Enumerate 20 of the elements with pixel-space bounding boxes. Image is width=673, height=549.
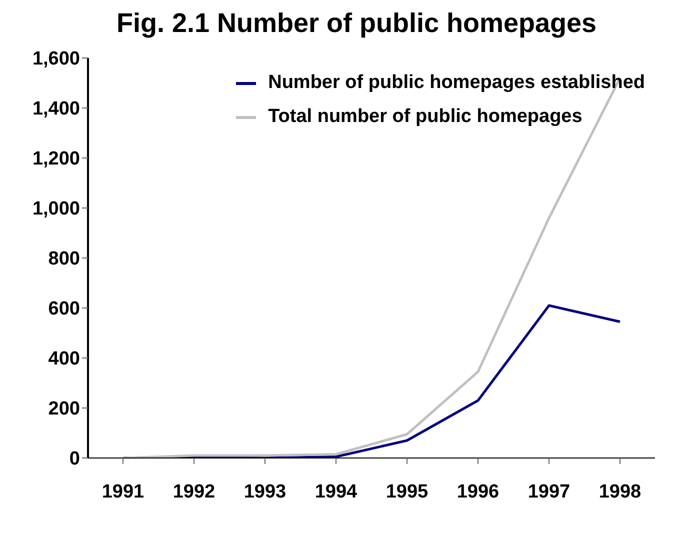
y-tick-label: 400 xyxy=(48,348,80,370)
x-tick-label: 1998 xyxy=(598,481,642,502)
legend-label: Total number of public homepages xyxy=(268,105,582,129)
legend-label: Number of public homepages established xyxy=(268,71,645,95)
y-tick-label: 200 xyxy=(48,398,80,420)
x-tick-label: 1995 xyxy=(386,481,429,502)
y-tick-label: 800 xyxy=(48,248,80,270)
y-tick-label: 600 xyxy=(48,298,80,320)
chart-title: Fig. 2.1 Number of public homepages xyxy=(115,8,598,40)
x-tick-label: 1996 xyxy=(456,481,500,502)
y-tick-label: 1,200 xyxy=(32,148,80,170)
y-tick-label: 1,000 xyxy=(32,198,80,220)
x-tick-label: 1997 xyxy=(528,481,570,502)
x-tick-label: 1993 xyxy=(244,481,286,502)
y-tick-label: 1,400 xyxy=(32,98,80,120)
y-tick-label: 0 xyxy=(69,448,80,470)
x-tick-label: 1991 xyxy=(102,481,145,502)
x-tick-label: 1992 xyxy=(172,481,216,502)
y-tick-label: 1,600 xyxy=(32,48,80,70)
x-tick-label: 1994 xyxy=(314,481,358,502)
